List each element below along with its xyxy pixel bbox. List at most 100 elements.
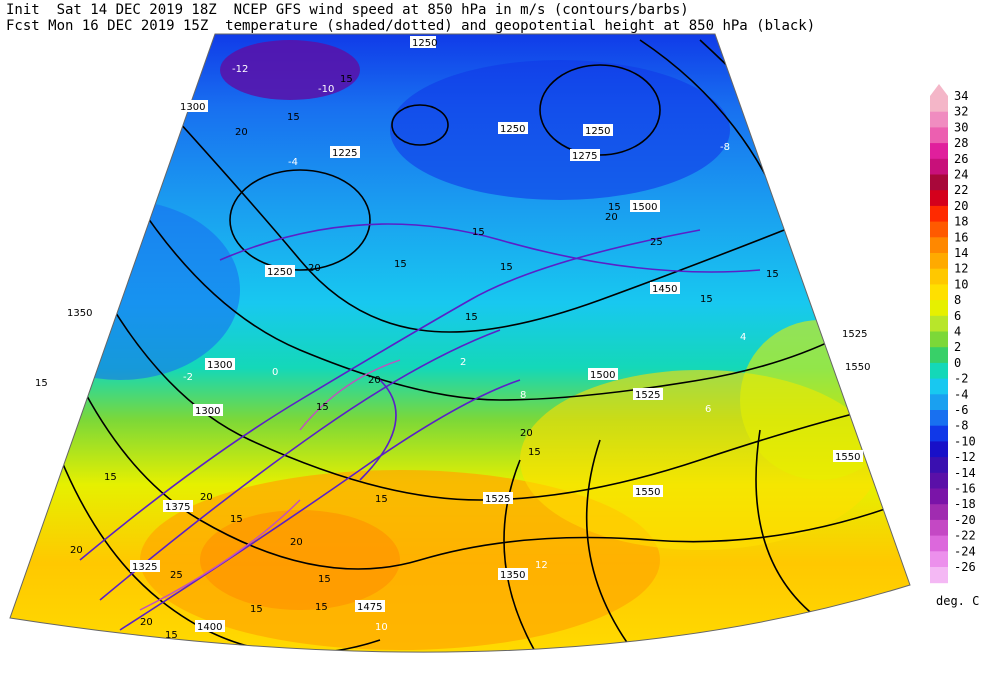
- colorbar-label: 30: [954, 120, 968, 134]
- wind-label: 25: [650, 237, 663, 248]
- colorbar-swatch: [930, 284, 948, 301]
- colorbar-swatch: [930, 347, 948, 364]
- colorbar-unit-label: deg. C: [936, 594, 980, 608]
- wind-label: 15: [250, 604, 263, 615]
- temp-label: 0: [272, 367, 278, 378]
- height-label: 1500: [590, 370, 615, 381]
- temp-label: -8: [720, 142, 730, 153]
- colorbar-label: -2: [954, 372, 968, 386]
- wind-label: 20: [290, 537, 303, 548]
- colorbar-swatch: [930, 300, 948, 317]
- colorbar-swatch: [930, 221, 948, 238]
- colorbar-label: -22: [954, 529, 976, 543]
- wind-contours: [79, 223, 761, 631]
- wind-label: 15: [472, 227, 485, 238]
- colorbar-swatch: [930, 143, 948, 160]
- colorbar-swatch: [930, 394, 948, 411]
- height-label: 1300: [180, 102, 205, 113]
- height-label: 1500: [632, 202, 657, 213]
- colorbar-swatch: [930, 315, 948, 332]
- colorbar-label: -16: [954, 482, 976, 496]
- colorbar-swatch: [930, 535, 948, 552]
- colorbar-swatch: [930, 268, 948, 285]
- wind-label: 15: [608, 202, 621, 213]
- wind-label: 15: [318, 574, 331, 585]
- wind-label: 15: [287, 112, 300, 123]
- colorbar-swatch: [930, 457, 948, 474]
- colorbar-label: 2: [954, 340, 961, 354]
- colorbar-label: 4: [954, 325, 961, 339]
- colorbar-swatch: [930, 190, 948, 207]
- wind-label: 15: [375, 494, 388, 505]
- height-label: 1525: [485, 494, 510, 505]
- height-label: 1275: [572, 151, 597, 162]
- colorbar-label: 0: [954, 356, 961, 370]
- colorbar-label: 28: [954, 136, 968, 150]
- colorbar-label: -14: [954, 466, 976, 480]
- colorbar-swatch: [930, 205, 948, 223]
- wind-label: 20: [70, 545, 83, 556]
- height-label: 1350: [67, 308, 92, 319]
- height-label: 1550: [845, 362, 870, 373]
- wind-label: 15: [766, 269, 779, 280]
- wind-label: 20: [368, 375, 381, 386]
- colorbar-swatch: [930, 567, 948, 584]
- wind-label: 15: [528, 447, 541, 458]
- colorbar-label: -4: [954, 387, 968, 401]
- colorbar-swatch: [930, 362, 948, 380]
- height-label: 1550: [835, 452, 860, 463]
- colorbar-label: 8: [954, 293, 961, 307]
- height-label: 1325: [132, 562, 157, 573]
- temp-label: 8: [520, 390, 526, 401]
- wind-label: 20: [140, 617, 153, 628]
- colorbar-label: -26: [954, 560, 976, 574]
- header-line-1: Init Sat 14 DEC 2019 18Z NCEP GFS wind s…: [6, 2, 689, 18]
- wind-label: 25: [170, 570, 183, 581]
- wind-label: 20: [308, 263, 321, 274]
- wind-label: 20: [605, 212, 618, 223]
- height-label: 1375: [165, 502, 190, 513]
- colorbar-swatch: [930, 111, 948, 128]
- height-label: 1250: [267, 267, 292, 278]
- temp-label: 6: [705, 404, 711, 415]
- height-label: 1350: [500, 570, 525, 581]
- wind-label: 20: [200, 492, 213, 503]
- colorbar-arrow: [930, 84, 948, 96]
- colorbar-swatch: [930, 174, 948, 191]
- contour-labels: 1250 1225 1250 1250 1275 1300 1350 1300 …: [35, 36, 873, 641]
- temp-label: 4: [740, 332, 746, 343]
- colorbar-label: -8: [954, 419, 968, 433]
- colorbar-label: 20: [954, 199, 968, 213]
- colorbar-swatch: [930, 253, 948, 270]
- height-label: 1525: [842, 329, 867, 340]
- height-label: 1450: [652, 284, 677, 295]
- wind-label: 20: [235, 127, 248, 138]
- height-label: 1300: [207, 360, 232, 371]
- colorbar-label: 18: [954, 215, 968, 229]
- colorbar-swatch: [930, 441, 948, 458]
- temp-label: -2: [183, 372, 193, 383]
- temp-label: 10: [375, 622, 388, 633]
- colorbar: 3432302826242220181614121086420-2-4-6-8-…: [930, 84, 976, 584]
- colorbar-swatch: [930, 425, 948, 442]
- colorbar-label: -18: [954, 497, 976, 511]
- height-label: 1400: [197, 622, 222, 633]
- header-line-2: Fcst Mon 16 DEC 2019 15Z temperature (sh…: [6, 18, 816, 34]
- wind-label: 15: [35, 378, 48, 389]
- colorbar-label: 32: [954, 105, 968, 119]
- colorbar-swatch: [930, 127, 948, 144]
- temp-label: -12: [232, 64, 248, 75]
- temp-label: 2: [460, 357, 466, 368]
- colorbar-swatch: [930, 96, 948, 113]
- colorbar-label: 24: [954, 168, 968, 182]
- colorbar-swatch: [930, 378, 948, 395]
- colorbar-label: 16: [954, 230, 968, 244]
- colorbar-swatch: [930, 410, 948, 427]
- height-label: 1250: [412, 38, 437, 49]
- wind-label: 15: [104, 472, 117, 483]
- wind-label: 15: [315, 602, 328, 613]
- colorbar-label: 34: [954, 89, 968, 103]
- colorbar-swatch: [930, 158, 948, 175]
- wind-label: 15: [165, 630, 178, 641]
